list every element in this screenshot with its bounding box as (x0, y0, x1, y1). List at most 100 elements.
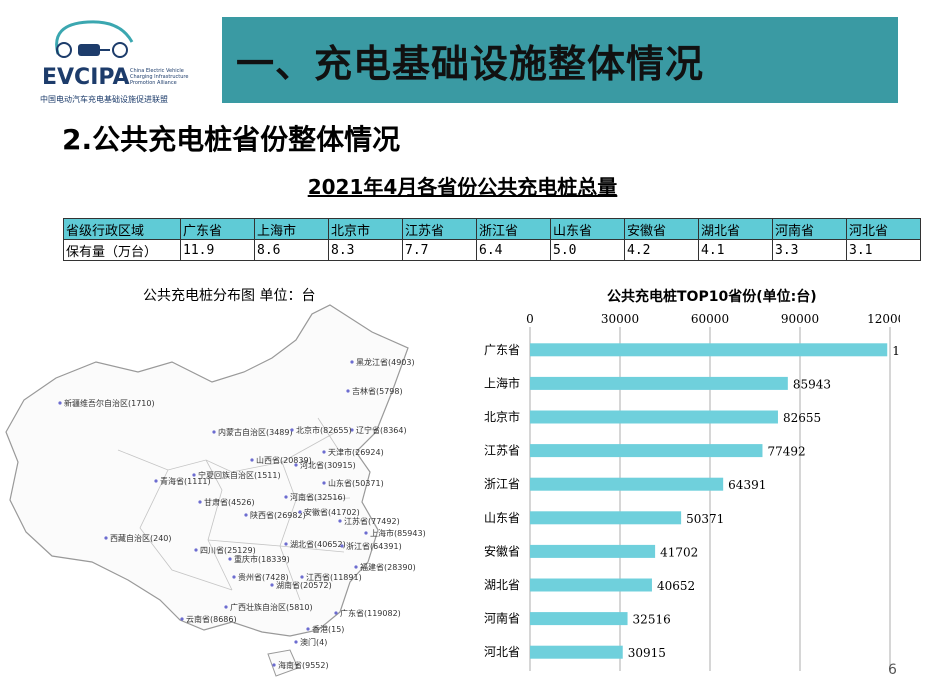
bar-value-label: 82655 (783, 411, 821, 425)
section-banner: 一、充电基础设施整体情况 (222, 17, 898, 103)
map-province-label: 北京市(82655) (296, 425, 352, 435)
map-marker-dot (290, 428, 294, 432)
map-province-label: 天津市(26924) (328, 447, 384, 457)
map-marker-dot (298, 510, 302, 514)
map-province-label: 河南省(32516) (290, 492, 346, 502)
map-province-label: 甘肃省(4526) (204, 497, 255, 507)
china-map: 黑龙江省(4903) 吉林省(5798) 辽宁省(8364) 内蒙古自治区(3489)… (5, 304, 426, 677)
bar-value-label: 41702 (660, 545, 698, 559)
category-label: 广东省 (484, 343, 520, 357)
map-province-label: 河北省(30915) (300, 460, 356, 470)
map-province-label: 安徽省(41702) (304, 507, 360, 517)
map-marker-dot (334, 611, 338, 615)
category-label: 上海市 (484, 375, 520, 390)
chart-title: 公共充电桩TOP10省份(单位:台) (607, 289, 817, 305)
province-table: 省级行政区域 广东省 上海市 北京市 江苏省 浙江省 山东省 安徽省 湖北省 河… (63, 218, 921, 261)
map-marker-dot (364, 531, 368, 535)
map-marker-dot (284, 542, 288, 546)
map-marker-dot (212, 430, 216, 434)
map-province-label: 山西省(20839) (256, 455, 312, 465)
map-marker-dot (338, 519, 342, 523)
table-cell: 4.2 (624, 239, 699, 261)
table-cell: 6.4 (476, 239, 551, 261)
x-tick-label: 90000 (781, 312, 819, 326)
chart-bar (530, 444, 763, 458)
map-province-label: 宁夏回族自治区(1511) (198, 470, 281, 480)
chart-bar (530, 410, 778, 424)
chart-bar (530, 477, 724, 491)
map-marker-dot (192, 473, 196, 477)
chart-bar (530, 578, 652, 592)
chart-bar (530, 376, 788, 390)
chart-bar (530, 612, 628, 626)
map-province-label: 贵州省(7428) (238, 572, 289, 582)
map-province-label: 四川省(25129) (200, 545, 256, 555)
map-marker-dot (350, 360, 354, 364)
table-header-label: 省级行政区域 (63, 218, 181, 240)
map-title: 公共充电桩分布图 单位：台 (143, 288, 316, 304)
map-province-label: 山东省(50371) (328, 478, 384, 488)
table-header-cell: 河北省 (846, 218, 921, 240)
map-marker-dot (228, 557, 232, 561)
map-marker-dot (198, 500, 202, 504)
map-marker-dot (322, 450, 326, 454)
table-cell: 3.1 (846, 239, 921, 261)
bar-value-label: 30915 (628, 646, 666, 660)
map-marker-dot (350, 428, 354, 432)
map-province-label: 澳门(4) (300, 637, 327, 647)
table-header-cell: 北京市 (328, 218, 403, 240)
table-header-row: 省级行政区域 广东省 上海市 北京市 江苏省 浙江省 山东省 安徽省 湖北省 河… (63, 218, 921, 240)
category-label: 湖北省 (484, 577, 520, 592)
table-cell: 7.7 (402, 239, 477, 261)
category-label: 山东省 (484, 511, 520, 525)
slide-subtitle: 2.公共充电桩省份整体情况 (62, 123, 401, 156)
map-marker-dot (294, 640, 298, 644)
map-province-label: 广西壮族自治区(5810) (230, 602, 313, 612)
map-province-label: 云南省(8686) (186, 614, 237, 624)
china-map-outline (5, 304, 409, 637)
table-cell: 8.6 (254, 239, 329, 261)
map-province-label: 辽宁省(8364) (356, 425, 407, 435)
table-header-cell: 山东省 (550, 218, 625, 240)
bar-value-label: 119082 (892, 344, 900, 358)
map-marker-dot (232, 575, 236, 579)
x-tick-label: 120000 (867, 312, 900, 326)
map-province-label: 江苏省(77492) (344, 516, 400, 526)
map-marker-dot (270, 583, 274, 587)
category-label: 河北省 (484, 645, 520, 659)
bar-value-label: 40652 (657, 579, 695, 593)
map-province-label: 上海市(85943) (370, 528, 426, 538)
table-header-cell: 湖北省 (698, 218, 773, 240)
map-marker-dot (354, 565, 358, 569)
bar-value-label: 85943 (793, 377, 831, 391)
table-header-cell: 河南省 (772, 218, 847, 240)
evcipa-logo: EVCIPA China Electric Vehicle Charging I… (40, 14, 210, 106)
map-province-label: 广东省(119082) (340, 608, 401, 618)
map-marker-dot (58, 401, 62, 405)
page-number: 6 (888, 662, 897, 678)
map-marker-dot (224, 605, 228, 609)
map-marker-dot (180, 617, 184, 621)
chart-bar (530, 343, 888, 357)
province-borders (117, 417, 351, 601)
x-tick-label: 0 (526, 312, 534, 326)
section-title: 一、充电基础设施整体情况 (236, 41, 705, 86)
chart-bar (530, 645, 623, 659)
svg-text:Charging Infrastructure: Charging Infrastructure (130, 74, 188, 80)
map-province-label: 黑龙江省(4903) (356, 357, 415, 367)
bar-value-label: 64391 (728, 478, 766, 492)
map-marker-dot (244, 513, 248, 517)
table-header-cell: 广东省 (180, 218, 255, 240)
category-label: 江苏省 (484, 444, 520, 458)
map-province-label: 新疆维吾尔自治区(1710) (64, 398, 155, 408)
map-marker-dot (194, 548, 198, 552)
category-label: 河南省 (484, 611, 520, 626)
map-marker-dot (340, 544, 344, 548)
category-label: 北京市 (484, 409, 520, 424)
table-cell: 4.1 (698, 239, 773, 261)
map-province-label: 湖北省(40652) (290, 539, 346, 549)
map-marker-dot (300, 575, 304, 579)
chart-bar (530, 511, 682, 525)
map-province-label: 重庆市(18339) (234, 554, 290, 564)
map-province-label: 内蒙古自治区(3489) (218, 427, 293, 437)
